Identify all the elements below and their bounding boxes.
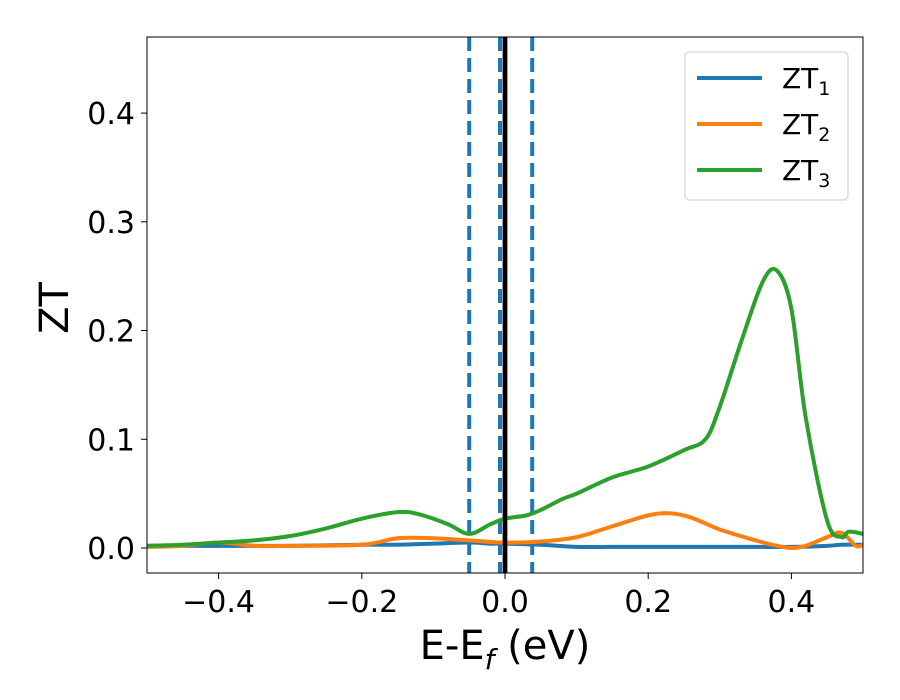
x-tick-label: −0.2 bbox=[325, 585, 398, 620]
y-tick-label: 0.2 bbox=[87, 315, 135, 350]
series-lines bbox=[147, 266, 863, 550]
y-axis-label: ZT bbox=[32, 282, 78, 334]
y-axis-ticks: 0.0 0.1 0.2 0.3 0.4 bbox=[87, 97, 147, 567]
y-tick-label: 0.4 bbox=[87, 97, 135, 132]
x-tick-label: 0.2 bbox=[624, 585, 672, 620]
x-tick-label: −0.4 bbox=[182, 585, 255, 620]
legend-box bbox=[684, 51, 849, 201]
legend-label-zt1: ZT1 bbox=[782, 62, 830, 100]
x-axis-ticks: −0.4 −0.2 0.0 0.2 0.4 bbox=[182, 573, 815, 620]
legend-label-zt2: ZT2 bbox=[782, 108, 830, 146]
vertical-lines bbox=[467, 37, 535, 573]
legend-label-zt3: ZT3 bbox=[782, 154, 830, 192]
x-tick-label: 0.4 bbox=[768, 585, 816, 620]
x-axis-label: E-Ef (eV) bbox=[420, 623, 591, 676]
y-tick-label: 0.3 bbox=[87, 206, 135, 241]
y-tick-label: 0.1 bbox=[87, 423, 135, 458]
y-tick-label: 0.0 bbox=[87, 532, 135, 567]
series-line-zt2 bbox=[147, 511, 863, 550]
series-line-zt3 bbox=[147, 266, 863, 548]
legend: ZT1 ZT2 ZT3 bbox=[684, 51, 849, 201]
x-tick-label: 0.0 bbox=[481, 585, 529, 620]
